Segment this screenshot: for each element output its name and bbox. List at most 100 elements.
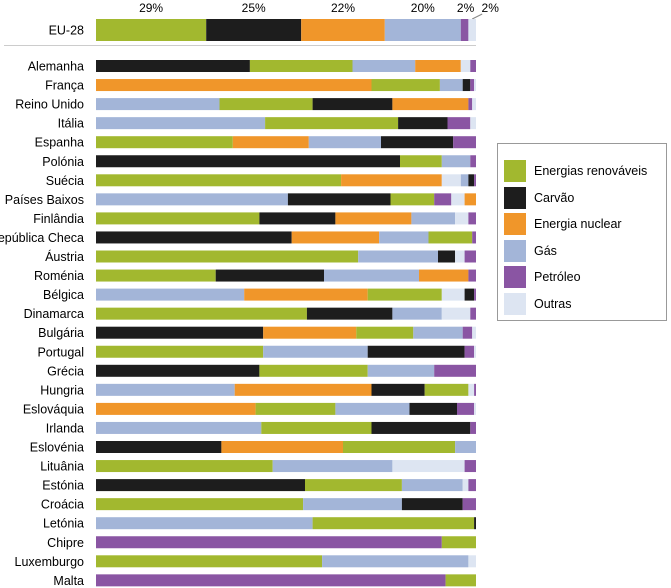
- bar-segment-carvao: [367, 345, 465, 358]
- category-label: Croácia: [41, 498, 84, 512]
- bar-segment-gas: [379, 231, 429, 244]
- bar-row: Lituânia: [40, 460, 476, 474]
- legend-label-outras: Outras: [534, 296, 572, 311]
- bar-segment-gas: [272, 460, 393, 473]
- bar-segment-gas: [263, 345, 368, 358]
- bar-segment-carvao: [306, 307, 393, 320]
- category-label: Grécia: [47, 364, 84, 378]
- legend-swatch-gas: [504, 239, 526, 262]
- category-label-eu-28: EU-28: [49, 24, 84, 38]
- category-label: Áustria: [45, 249, 84, 264]
- bar-row: Irlanda: [46, 421, 476, 435]
- bar-segment-gas: [96, 383, 235, 396]
- bar-segment-nuclear: [419, 269, 469, 282]
- legend-label-carvao: Carvão: [534, 190, 575, 205]
- category-label: Irlanda: [46, 421, 84, 435]
- bar-segment-petroleo: [462, 326, 473, 339]
- category-label: Alemanha: [28, 60, 84, 74]
- bar-segment-nuclear: [234, 383, 372, 396]
- bar-row: Grécia: [47, 364, 476, 378]
- bar-row: Bélgica: [43, 288, 476, 302]
- bar-segment-outras: [468, 383, 475, 396]
- bar-segment-outras: [392, 460, 465, 473]
- bar-segment-renovaveis: [96, 212, 260, 225]
- category-label: Bélgica: [43, 288, 84, 302]
- bar-segment-petroleo: [468, 479, 476, 492]
- bar-segment-petroleo: [96, 574, 446, 587]
- summary-segment-carvao: [206, 19, 302, 41]
- bar-row: Croácia: [41, 498, 476, 512]
- category-label: Hungria: [40, 383, 84, 397]
- bar-segment-carvao: [438, 250, 456, 263]
- category-label: Países Baixos: [5, 193, 84, 207]
- bar-segment-petroleo: [472, 231, 476, 244]
- bar-segment-petroleo: [468, 98, 473, 111]
- bar-segment-renovaveis: [390, 193, 435, 206]
- bar-row: Bulgária: [38, 326, 476, 340]
- category-label: República Checa: [0, 231, 84, 245]
- legend-item-petroleo: Petróleo: [504, 266, 581, 288]
- bar-row: França: [45, 79, 476, 93]
- bar-segment-outras: [472, 326, 476, 339]
- bar-segment-gas: [413, 326, 463, 339]
- bar-segment-outras: [462, 479, 469, 492]
- bar-segment-outras: [470, 117, 476, 130]
- legend-label-nuclear: Energia nuclear: [534, 217, 622, 231]
- bar-segment-nuclear: [244, 288, 368, 301]
- bar-segment-petroleo: [464, 460, 476, 473]
- legend-swatch-renovaveis: [504, 160, 526, 182]
- bar-segment-renovaveis: [96, 250, 359, 263]
- category-label: Suécia: [46, 174, 84, 188]
- bar-row: Malta: [53, 574, 476, 588]
- bar-segment-outras: [455, 212, 469, 225]
- bar-segment-petroleo: [474, 174, 476, 187]
- bar-segment-gas: [439, 79, 463, 92]
- category-label: Luxemburgo: [15, 555, 85, 569]
- bar-segment-renovaveis: [96, 307, 307, 320]
- bar-segment-renovaveis: [265, 117, 399, 130]
- bar-row: Alemanha: [28, 60, 476, 74]
- bar-segment-carvao: [474, 517, 476, 530]
- bar-segment-carvao: [96, 326, 264, 339]
- bar-row: Letónia: [43, 517, 476, 531]
- bar-segment-petroleo: [464, 250, 476, 263]
- summary-segment-outras: [468, 19, 476, 41]
- bar-segment-outras: [441, 307, 471, 320]
- bar-segment-gas: [96, 193, 288, 206]
- bar-segment-gas: [352, 60, 416, 72]
- bar-row: Luxemburgo: [15, 555, 476, 569]
- category-label: Itália: [58, 117, 84, 131]
- bar-row: Eslováquia: [23, 402, 476, 416]
- bar-segment-renovaveis: [96, 345, 264, 358]
- bar-segment-petroleo: [474, 288, 476, 301]
- bar-segment-carvao: [462, 79, 471, 92]
- bar-segment-renovaveis: [343, 441, 456, 453]
- bar-segment-petroleo: [434, 364, 476, 377]
- legend-label-petroleo: Petróleo: [534, 270, 581, 284]
- bar-row: Eslovénia: [30, 441, 476, 455]
- bar-segment-petroleo: [96, 536, 442, 549]
- bar-segment-gas: [96, 517, 313, 530]
- category-label: Eslovénia: [30, 441, 84, 455]
- category-label: Finlândia: [33, 212, 84, 226]
- bar-segment-carvao: [215, 269, 324, 282]
- bar-row: Espanha: [35, 136, 476, 150]
- bar-segment-petroleo: [470, 421, 476, 434]
- bar-row: Dinamarca: [24, 307, 476, 321]
- bar-row: República Checa: [0, 231, 476, 245]
- bar-row: Portugal: [37, 345, 476, 359]
- bar-segment-carvao: [409, 402, 457, 415]
- category-label: Letónia: [43, 517, 84, 531]
- bar-segment-gas: [96, 421, 262, 434]
- bar-segment-renovaveis: [259, 364, 368, 377]
- bar-segment-nuclear: [263, 326, 357, 339]
- bar-segment-petroleo: [470, 60, 476, 72]
- category-label: Estónia: [42, 479, 84, 493]
- summary-label-leader: [471, 13, 483, 20]
- bar-segment-renovaveis: [219, 98, 313, 111]
- bar-segment-nuclear: [335, 212, 412, 225]
- bar-row: Itália: [58, 117, 476, 131]
- category-label: Roménia: [34, 269, 84, 283]
- category-label: Lituânia: [40, 460, 84, 474]
- summary-segment-renovaveis: [96, 19, 207, 41]
